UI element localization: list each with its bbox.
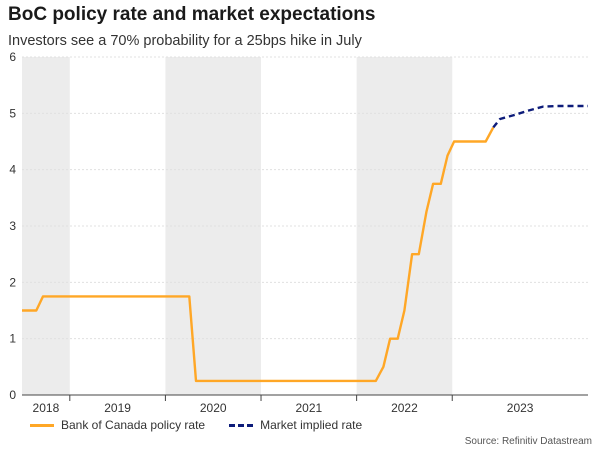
shaded-band-0	[22, 57, 70, 395]
x-tick-label-2019: 2019	[104, 401, 131, 415]
chart-subtitle: Investors see a 70% probability for a 25…	[8, 33, 362, 49]
x-tick-label-2022: 2022	[391, 401, 418, 415]
y-tick-label-3: 3	[9, 219, 16, 233]
legend-label-policy-rate: Bank of Canada policy rate	[61, 418, 206, 432]
legend-item-implied-rate: Market implied rate	[229, 418, 362, 432]
y-tick-label-6: 6	[9, 50, 16, 64]
shaded-band-2	[356, 57, 453, 395]
legend-swatch-implied-rate	[229, 423, 254, 427]
x-tick-label-2023: 2023	[507, 401, 534, 415]
chart-legend: Bank of Canada policy rate Market implie…	[30, 418, 386, 432]
x-tick-label-2018: 2018	[33, 401, 60, 415]
y-tick-label-2: 2	[9, 275, 16, 289]
y-tick-label-0: 0	[9, 388, 16, 402]
source-note: Source: Refinitiv Datastream	[464, 436, 592, 447]
legend-label-implied-rate: Market implied rate	[260, 418, 363, 432]
y-tick-label-1: 1	[9, 332, 16, 346]
x-tick-label-2020: 2020	[200, 401, 227, 415]
legend-item-policy-rate: Bank of Canada policy rate	[30, 418, 205, 432]
series-line-policy-rate	[22, 126, 495, 383]
x-tick-label-2021: 2021	[295, 401, 322, 415]
series-line-implied-rate	[492, 104, 588, 129]
shaded-band-1	[165, 57, 262, 395]
chart-title: BoC policy rate and market expectations	[8, 4, 376, 25]
y-tick-label-5: 5	[9, 106, 16, 120]
legend-swatch-policy-rate	[30, 423, 54, 427]
y-tick-label-4: 4	[9, 163, 16, 177]
